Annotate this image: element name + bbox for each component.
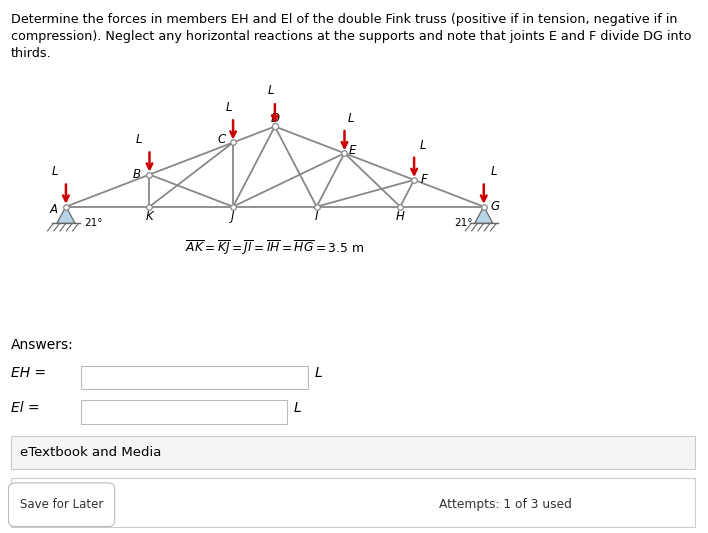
Text: F: F [421, 173, 428, 187]
Text: L: L [268, 84, 274, 97]
Text: 21°: 21° [455, 217, 473, 228]
Text: L: L [491, 165, 497, 178]
Text: Answers:: Answers: [11, 338, 74, 352]
Text: L: L [294, 401, 302, 415]
Polygon shape [474, 207, 493, 223]
Text: eTextbook and Media: eTextbook and Media [20, 446, 161, 459]
Text: B: B [133, 168, 141, 181]
Text: L: L [226, 101, 232, 114]
Text: $\overline{AK} = \overline{KJ} = \overline{JI} = \overline{IH} = \overline{HG} =: $\overline{AK} = \overline{KJ} = \overli… [185, 238, 365, 257]
Text: C: C [217, 133, 225, 147]
Text: Submit Answer: Submit Answer [600, 498, 700, 511]
Text: I: I [315, 210, 319, 223]
Polygon shape [57, 207, 75, 223]
Text: L: L [135, 133, 142, 146]
Text: L: L [348, 112, 355, 125]
Text: i: i [68, 370, 72, 384]
Text: 21°: 21° [84, 217, 103, 228]
Text: G: G [490, 200, 499, 213]
Text: L: L [315, 366, 323, 380]
Text: E: E [349, 144, 357, 157]
Text: A: A [50, 204, 57, 216]
Text: D: D [270, 111, 280, 125]
Text: L: L [419, 139, 426, 151]
Text: i: i [68, 405, 72, 418]
Text: L: L [52, 165, 58, 178]
Text: H: H [396, 210, 405, 223]
Text: Attempts: 1 of 3 used: Attempts: 1 of 3 used [439, 498, 572, 511]
Text: Save for Later: Save for Later [20, 498, 103, 511]
Text: Determine the forces in members EH and El of the double Fink truss (positive if : Determine the forces in members EH and E… [11, 13, 691, 60]
Text: J: J [232, 210, 235, 223]
Text: EH =: EH = [11, 366, 46, 380]
Text: El =: El = [11, 401, 39, 415]
Text: K: K [146, 210, 154, 223]
